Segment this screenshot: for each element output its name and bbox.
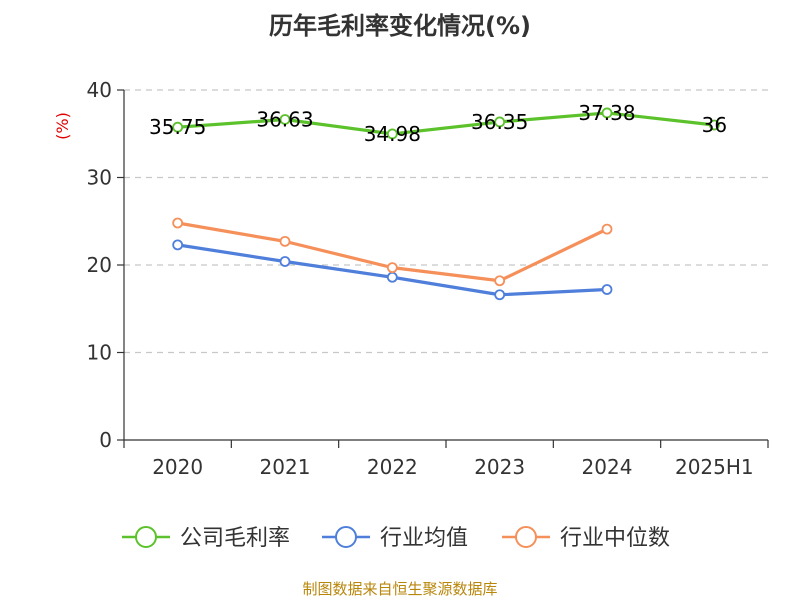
x-tick-label: 2023: [474, 455, 525, 479]
legend: 公司毛利率 行业均值 行业中位数: [122, 526, 670, 551]
data-point: [601, 223, 613, 235]
data-point: [279, 235, 291, 247]
data-point: [386, 262, 398, 274]
x-tick-label: 2024: [582, 455, 633, 479]
data-point: [279, 114, 291, 125]
data-label: 36: [702, 113, 727, 137]
data-point: [601, 284, 613, 295]
y-tick-label: 20: [87, 253, 112, 277]
source-note: 制图数据来自恒生聚源数据库: [302, 580, 497, 598]
data-label: 36.63: [256, 107, 313, 131]
legend-marker: [135, 526, 157, 548]
legend-item: 公司毛利率: [122, 526, 290, 551]
y-tick-label: 10: [87, 341, 112, 365]
data-point: [172, 121, 184, 133]
series-2: [172, 217, 613, 287]
x-tick-label: 2021: [260, 455, 311, 479]
data-point: [708, 119, 720, 131]
data-point: [386, 271, 398, 283]
data-label: 34.98: [364, 122, 421, 146]
x-tick-label: 2020: [152, 455, 203, 479]
y-tick-label: 40: [87, 78, 112, 102]
legend-label: 行业均值: [380, 526, 468, 551]
data-label: 37.38: [578, 101, 635, 125]
y-tick-label: 0: [99, 428, 112, 452]
data-point: [279, 256, 291, 267]
legend-marker: [335, 526, 357, 548]
data-label: 36.35: [471, 110, 528, 134]
x-tick-label: 2025H1: [675, 455, 754, 479]
data-point: [494, 289, 506, 301]
legend-label: 行业中位数: [560, 526, 670, 551]
data-label: 35.75: [149, 115, 206, 139]
y-axis-label: (%): [53, 112, 72, 140]
series-lines: [172, 107, 720, 301]
x-tick-label: 2022: [367, 455, 418, 479]
gridlines: [124, 89, 768, 354]
legend-item: 行业中位数: [502, 526, 670, 551]
data-point: [172, 217, 184, 229]
series-line: [177, 111, 715, 136]
data-point: [386, 128, 398, 140]
data-labels: 35.75 36.63 34.98 36.35 37.38 36: [149, 101, 727, 146]
chart-title: 历年毛利率变化情况(%): [269, 12, 531, 40]
series-1: [172, 239, 613, 301]
legend-marker: [515, 526, 537, 548]
data-point: [172, 239, 184, 251]
legend-item: 行业均值: [322, 526, 468, 551]
data-point: [494, 275, 506, 287]
axes: 0 10 20 30 40 2020 2021 2022 2023 2024 2025H1: [87, 78, 769, 479]
y-tick-label: 30: [87, 166, 112, 190]
data-point: [601, 107, 613, 119]
series-0: [172, 107, 720, 140]
legend-label: 公司毛利率: [180, 526, 290, 551]
data-point: [494, 116, 506, 128]
